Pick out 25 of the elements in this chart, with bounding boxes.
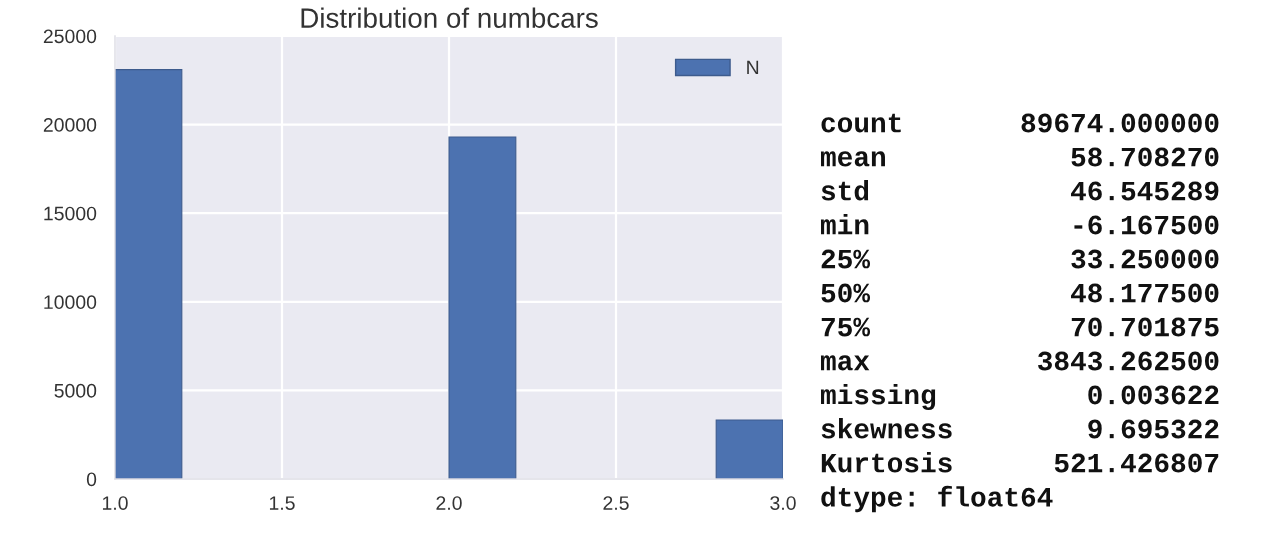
x-tick-label: 1.0 [102,496,128,510]
text: 25% 33.250000 [821,249,1219,269]
text: count 89674.000000 [821,113,1219,133]
x-tick-label: 3.0 [770,496,796,510]
text: max 3843.262500 [820,351,1219,371]
text: min -6.167500 [820,214,1219,235]
x-tick-label: 1.5 [269,496,295,510]
y-tick-label: 10000 [44,295,97,310]
text: missing 0.003622 [820,383,1219,411]
x-tick-label: 2.5 [603,496,629,510]
y-tick-label: 25000 [43,29,97,44]
text: 50% 48.177500 [821,283,1219,303]
text: dtype: float64 [821,485,1053,513]
text: 75% 70.701875 [821,317,1219,337]
text: skewness 9.695322 [821,418,1219,439]
legend-label: N [747,60,759,75]
text: mean 58.708270 [820,147,1219,167]
text: std 46.545289 [821,180,1219,201]
y-tick-label: 20000 [43,118,97,132]
y-tick-label: 15000 [44,206,97,221]
y-tick-label: 5000 [54,383,97,398]
text: Kurtosis 521.426807 [821,452,1219,473]
chart-title: Distribution of numbcars [301,7,598,28]
x-tick-label: 2.0 [436,496,462,510]
y-tick-label: 0 [86,472,97,487]
